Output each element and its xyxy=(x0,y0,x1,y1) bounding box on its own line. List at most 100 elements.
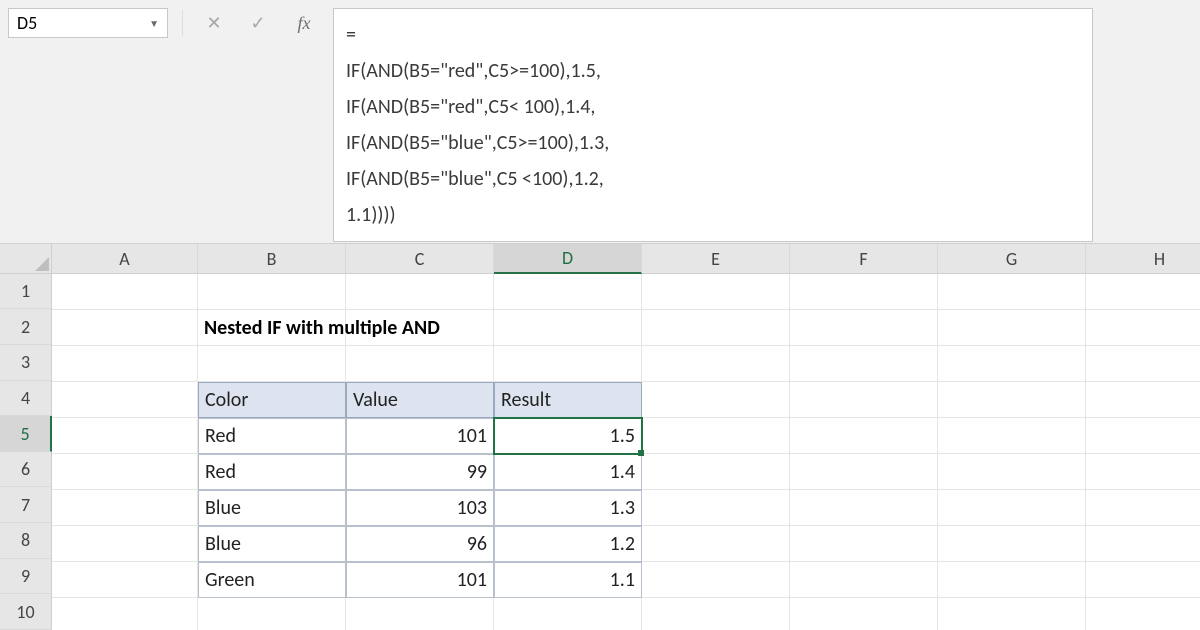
cell-G9[interactable] xyxy=(938,562,1086,598)
row-header-1[interactable]: 1 xyxy=(0,274,51,310)
cell-D4[interactable]: Result xyxy=(494,382,642,418)
cell-E8[interactable] xyxy=(642,526,790,562)
cell-D8[interactable]: 1.2 xyxy=(494,526,642,562)
cell-F3[interactable] xyxy=(790,346,938,382)
cell-E4[interactable] xyxy=(642,382,790,418)
cell-B8[interactable]: Blue xyxy=(198,526,346,562)
cell-F5[interactable] xyxy=(790,418,938,454)
cell-C7[interactable]: 103 xyxy=(346,490,494,526)
cell-H1[interactable] xyxy=(1086,274,1200,310)
cell-F6[interactable] xyxy=(790,454,938,490)
name-box[interactable]: D5 ▼ xyxy=(8,8,168,38)
cell-G10[interactable] xyxy=(938,598,1086,630)
cell-D10[interactable] xyxy=(494,598,642,630)
cell-H9[interactable] xyxy=(1086,562,1200,598)
cell-D7[interactable]: 1.3 xyxy=(494,490,642,526)
cell-G1[interactable] xyxy=(938,274,1086,310)
cell-C4[interactable]: Value xyxy=(346,382,494,418)
cell-B10[interactable] xyxy=(198,598,346,630)
cell-H6[interactable] xyxy=(1086,454,1200,490)
cell-G4[interactable] xyxy=(938,382,1086,418)
row-header-2[interactable]: 2 xyxy=(0,309,51,345)
cell-A9[interactable] xyxy=(52,562,198,598)
cell-B2[interactable]: Nested IF with multiple AND xyxy=(198,310,346,346)
cell-B7[interactable]: Blue xyxy=(198,490,346,526)
cell-A1[interactable] xyxy=(52,274,198,310)
cell-A2[interactable] xyxy=(52,310,198,346)
row-header-4[interactable]: 4 xyxy=(0,381,51,417)
cell-C5[interactable]: 101 xyxy=(346,418,494,454)
cell-H4[interactable] xyxy=(1086,382,1200,418)
cell-C1[interactable] xyxy=(346,274,494,310)
cell-G3[interactable] xyxy=(938,346,1086,382)
cell-E10[interactable] xyxy=(642,598,790,630)
cell-F4[interactable] xyxy=(790,382,938,418)
cell-D6[interactable]: 1.4 xyxy=(494,454,642,490)
cell-E5[interactable] xyxy=(642,418,790,454)
cell-A5[interactable] xyxy=(52,418,198,454)
cell-H7[interactable] xyxy=(1086,490,1200,526)
cell-A10[interactable] xyxy=(52,598,198,630)
cell-A6[interactable] xyxy=(52,454,198,490)
cell-A8[interactable] xyxy=(52,526,198,562)
cell-E2[interactable] xyxy=(642,310,790,346)
cell-G8[interactable] xyxy=(938,526,1086,562)
cell-F9[interactable] xyxy=(790,562,938,598)
row-header-5[interactable]: 5 xyxy=(0,416,52,452)
col-header-E[interactable]: E xyxy=(642,244,790,274)
cell-B1[interactable] xyxy=(198,274,346,310)
cell-E6[interactable] xyxy=(642,454,790,490)
cell-A4[interactable] xyxy=(52,382,198,418)
col-header-A[interactable]: A xyxy=(52,244,198,274)
col-header-C[interactable]: C xyxy=(346,244,494,274)
cell-E1[interactable] xyxy=(642,274,790,310)
cell-G5[interactable] xyxy=(938,418,1086,454)
row-header-6[interactable]: 6 xyxy=(0,452,51,488)
cell-B4[interactable]: Color xyxy=(198,382,346,418)
enter-formula-button[interactable]: ✓ xyxy=(241,8,275,38)
cell-C9[interactable]: 101 xyxy=(346,562,494,598)
insert-function-button[interactable]: fx xyxy=(285,8,323,38)
cancel-formula-button[interactable]: ✕ xyxy=(197,8,231,38)
cell-F2[interactable] xyxy=(790,310,938,346)
col-header-B[interactable]: B xyxy=(198,244,346,274)
cell-E7[interactable] xyxy=(642,490,790,526)
cell-F7[interactable] xyxy=(790,490,938,526)
cell-H5[interactable] xyxy=(1086,418,1200,454)
cell-B5[interactable]: Red xyxy=(198,418,346,454)
cell-F10[interactable] xyxy=(790,598,938,630)
cell-B3[interactable] xyxy=(198,346,346,382)
col-header-F[interactable]: F xyxy=(790,244,938,274)
row-header-10[interactable]: 10 xyxy=(0,594,51,630)
row-header-8[interactable]: 8 xyxy=(0,523,51,559)
row-header-7[interactable]: 7 xyxy=(0,487,51,523)
col-header-H[interactable]: H xyxy=(1086,244,1200,274)
cell-F1[interactable] xyxy=(790,274,938,310)
cell-C3[interactable] xyxy=(346,346,494,382)
cell-G7[interactable] xyxy=(938,490,1086,526)
cell-A3[interactable] xyxy=(52,346,198,382)
col-header-G[interactable]: G xyxy=(938,244,1086,274)
cell-D2[interactable] xyxy=(494,310,642,346)
cell-H3[interactable] xyxy=(1086,346,1200,382)
col-header-D[interactable]: D xyxy=(494,244,642,274)
cell-D1[interactable] xyxy=(494,274,642,310)
cell-G2[interactable] xyxy=(938,310,1086,346)
cell-A7[interactable] xyxy=(52,490,198,526)
cell-D9[interactable]: 1.1 xyxy=(494,562,642,598)
formula-input[interactable]: = IF(AND(B5="red",C5>=100),1.5, IF(AND(B… xyxy=(333,8,1093,242)
cell-H10[interactable] xyxy=(1086,598,1200,630)
cell-F8[interactable] xyxy=(790,526,938,562)
cell-H8[interactable] xyxy=(1086,526,1200,562)
cell-G6[interactable] xyxy=(938,454,1086,490)
cell-D5[interactable]: 1.5 xyxy=(494,418,642,454)
row-header-3[interactable]: 3 xyxy=(0,345,51,381)
fill-handle[interactable] xyxy=(638,450,644,456)
cell-D3[interactable] xyxy=(494,346,642,382)
select-all-corner[interactable] xyxy=(0,244,51,274)
cell-E9[interactable] xyxy=(642,562,790,598)
cell-B6[interactable]: Red xyxy=(198,454,346,490)
cell-B9[interactable]: Green xyxy=(198,562,346,598)
cell-C10[interactable] xyxy=(346,598,494,630)
cell-E3[interactable] xyxy=(642,346,790,382)
